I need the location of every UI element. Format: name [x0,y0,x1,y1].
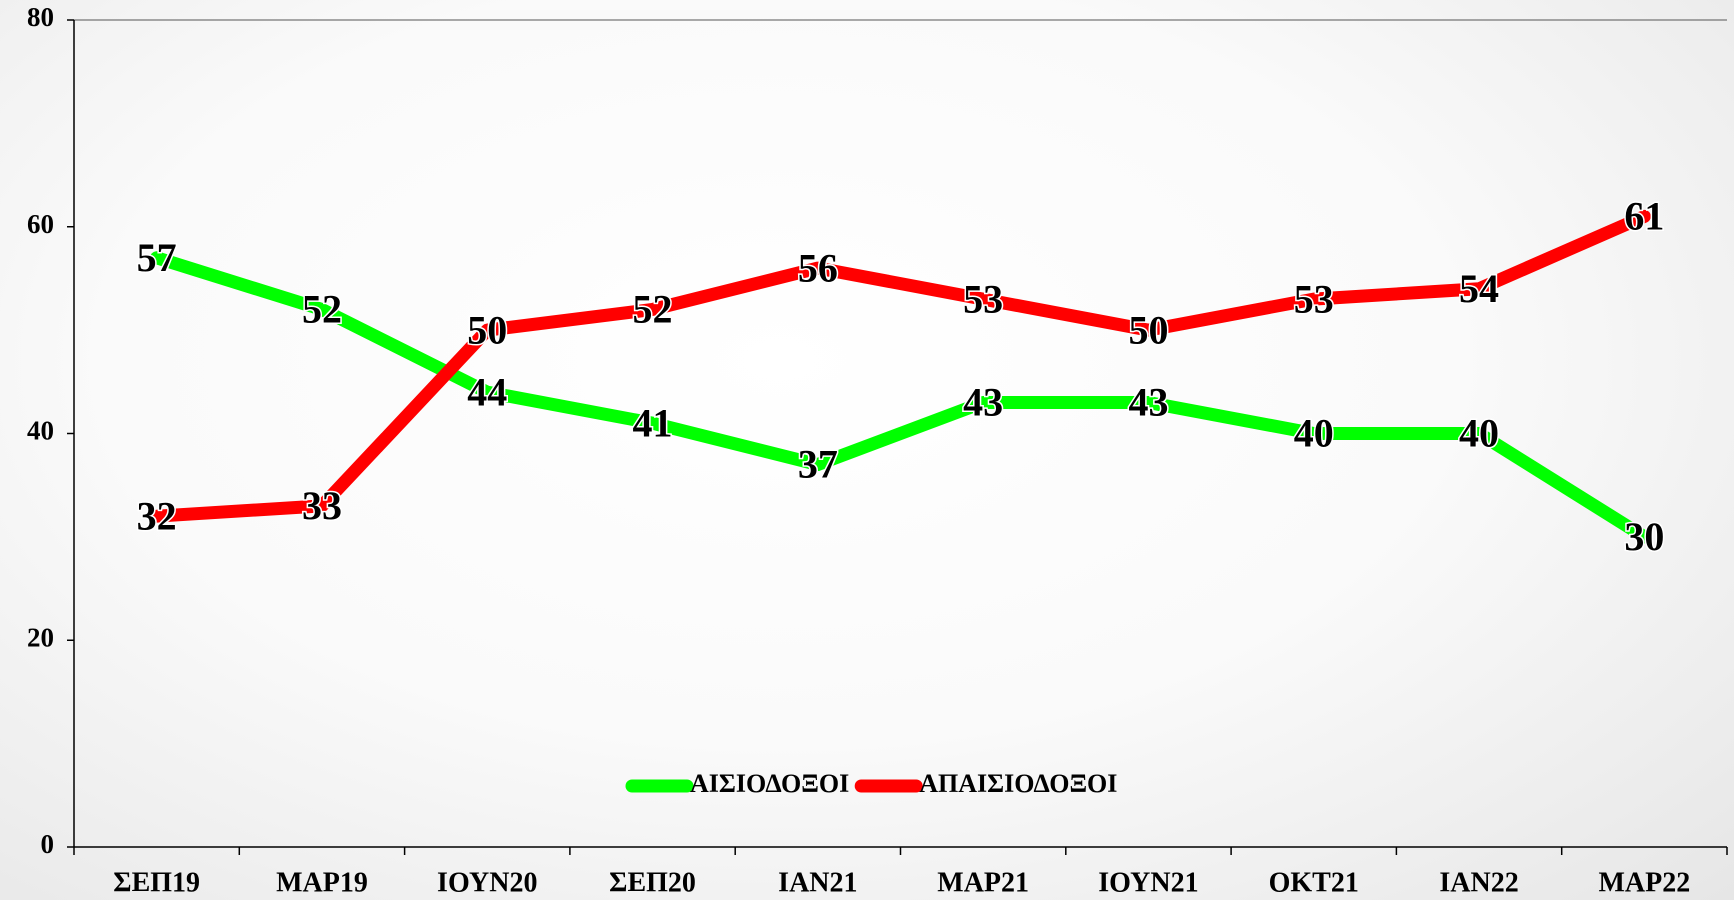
y-tick-label: 40 [27,416,54,446]
data-label: 33 [302,483,342,528]
legend-label: ΑΙΣΙΟΔΟΞΟΙ [690,769,849,798]
data-label: 61 [1624,194,1664,239]
y-tick-label: 0 [41,829,55,859]
data-label: 50 [1128,307,1168,352]
data-label: 37 [798,442,838,487]
data-label: 30 [1624,514,1664,559]
y-tick-label: 20 [27,622,54,652]
x-tick-label: ΙΑΝ22 [1439,867,1518,898]
x-tick-label: ΟΚΤ21 [1269,867,1359,898]
data-label: 52 [633,287,673,332]
data-label: 44 [467,369,507,414]
x-tick-label: ΜΑΡ19 [276,867,368,898]
x-tick-label: ΣΕΠ19 [113,867,200,898]
data-label: 43 [963,380,1003,425]
data-label: 32 [137,493,177,538]
data-label: 53 [1294,276,1334,321]
data-label: 53 [963,276,1003,321]
x-tick-label: ΜΑΡ22 [1598,867,1690,898]
x-tick-label: ΙΟΥΝ21 [1098,867,1198,898]
data-label: 40 [1459,411,1499,456]
data-label: 50 [467,307,507,352]
data-label: 43 [1128,380,1168,425]
y-tick-label: 80 [27,2,54,32]
x-tick-label: ΙΑΝ21 [778,867,857,898]
data-label: 41 [633,400,673,445]
series-line [150,209,1651,523]
data-label: 40 [1294,411,1334,456]
legend-label: ΑΠΑΙΣΙΟΔΟΞΟΙ [919,769,1117,798]
x-tick-label: ΜΑΡ21 [937,867,1029,898]
data-label: 57 [137,235,177,280]
y-tick-label: 60 [27,209,54,239]
data-label: 52 [302,287,342,332]
data-label: 54 [1459,266,1499,311]
data-label: 56 [798,245,838,290]
x-tick-label: ΣΕΠ20 [609,867,696,898]
series-line [150,251,1651,544]
x-tick-label: ΙΟΥΝ20 [437,867,537,898]
